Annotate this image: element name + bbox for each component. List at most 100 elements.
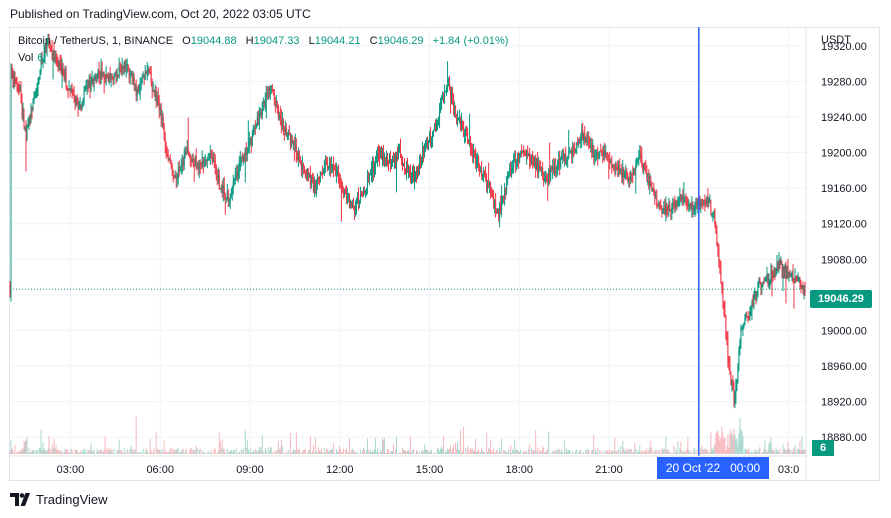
volume-bar [530, 453, 532, 454]
chart-frame[interactable] [9, 27, 880, 481]
volume-bar [214, 448, 216, 454]
candle-body [64, 72, 66, 77]
candle-body [327, 167, 329, 169]
volume-bar [21, 447, 23, 454]
candle-body [383, 157, 385, 159]
candle-body [182, 161, 184, 165]
candle-body [40, 59, 42, 72]
volume-bar [634, 442, 636, 454]
candle-body [707, 196, 709, 204]
candle-body [35, 89, 37, 96]
volume-bar [537, 447, 539, 454]
volume-bar [487, 451, 489, 454]
volume-bar [113, 448, 115, 454]
volume-bar [337, 451, 339, 454]
volume-bar [439, 451, 441, 454]
candle-body [238, 163, 240, 172]
candle-body [436, 122, 438, 131]
candle-body [143, 77, 145, 80]
candle-body [277, 106, 279, 118]
candle-body [222, 185, 224, 193]
volume-bar [724, 437, 726, 454]
candle-body [609, 160, 611, 163]
volume-bar [465, 448, 467, 454]
candle-body [455, 105, 457, 118]
volume-bar [750, 452, 752, 454]
volume-bar [443, 436, 445, 454]
volume-bar [83, 448, 85, 454]
volume-bar [431, 449, 433, 454]
volume-bar [14, 444, 16, 454]
volume-bar [240, 449, 242, 454]
volume-bar [294, 450, 296, 454]
tradingview-brand[interactable]: TradingView [10, 492, 108, 507]
candle-body [731, 383, 733, 386]
volume-bar [221, 439, 223, 454]
candle-body [612, 164, 614, 167]
candle-body [729, 364, 731, 373]
candle-body [708, 201, 710, 204]
volume-bar [237, 452, 239, 454]
volume-bar [366, 438, 368, 454]
candle-body [195, 156, 197, 168]
volume-bar [16, 451, 18, 454]
volume-bar [258, 447, 260, 454]
candle-body [588, 137, 590, 144]
candle-body [67, 88, 69, 91]
volume-bar [686, 448, 688, 454]
y-tick-label: 19000.00 [821, 325, 867, 337]
candle-body [410, 171, 412, 183]
candle-body [589, 143, 591, 148]
candle-body [673, 201, 675, 203]
volume-bar [398, 452, 400, 454]
candle-body [553, 166, 555, 173]
volume-bar [609, 448, 611, 454]
candle-body [31, 108, 33, 111]
volume-bar [351, 448, 353, 454]
candle-body [243, 156, 245, 161]
candle-body [325, 161, 327, 163]
volume-bar [210, 449, 212, 454]
candle-body [119, 65, 121, 73]
low-label: L [308, 35, 315, 47]
candle-body [118, 65, 120, 78]
volume-bar [636, 453, 638, 454]
candle-body [699, 197, 701, 206]
candle-body [785, 265, 787, 273]
candle-body [490, 183, 492, 194]
volume-bar [662, 448, 664, 454]
volume-bar [325, 448, 327, 454]
candle-body [381, 153, 383, 160]
volume-bar [766, 452, 768, 454]
volume-bar [335, 449, 337, 454]
volume-bar [78, 453, 80, 454]
candle-body [559, 159, 561, 167]
candle-body [495, 200, 497, 210]
volume-bar [707, 449, 709, 454]
candle-body [595, 155, 597, 157]
candle-body [240, 158, 242, 160]
volume-bar [740, 428, 742, 454]
candle-body [135, 83, 137, 96]
volume-bar [695, 452, 697, 454]
volume-bar [224, 452, 226, 454]
volume-bar [20, 449, 22, 454]
candle-body [627, 178, 629, 181]
candle-body [165, 144, 167, 155]
candle-body [30, 108, 32, 119]
volume-bar [640, 452, 642, 454]
x-tick-label: 18:00 [505, 464, 533, 476]
volume-bar [408, 450, 410, 454]
volume-bar [759, 446, 761, 454]
volume-bar [274, 450, 276, 454]
candle-body [556, 170, 558, 173]
candle-body [354, 206, 356, 212]
volume-bar [681, 450, 683, 454]
candle-body [372, 163, 374, 173]
volume-bar [562, 452, 564, 454]
candle-body [671, 207, 673, 212]
candle-body [54, 57, 56, 61]
candle-body [635, 165, 637, 170]
volume-bar [358, 453, 360, 454]
